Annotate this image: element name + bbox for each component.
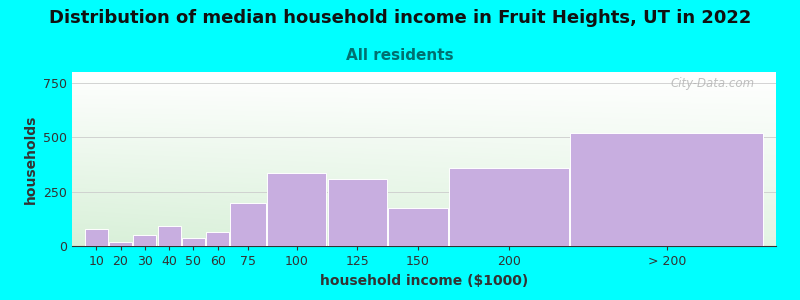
Bar [570, 133, 763, 246]
Bar [206, 232, 229, 246]
Y-axis label: households: households [23, 114, 38, 204]
Text: Distribution of median household income in Fruit Heights, UT in 2022: Distribution of median household income … [49, 9, 751, 27]
X-axis label: household income ($1000): household income ($1000) [320, 274, 528, 288]
Bar [158, 226, 181, 246]
Bar [267, 173, 326, 246]
Bar [85, 229, 108, 246]
Text: All residents: All residents [346, 48, 454, 63]
Bar [182, 238, 205, 246]
Bar [449, 168, 569, 246]
Bar [230, 202, 266, 246]
Bar [109, 242, 132, 246]
Bar [134, 235, 156, 246]
Bar [327, 178, 387, 246]
Text: City-Data.com: City-Data.com [670, 77, 755, 90]
Bar [388, 208, 448, 246]
